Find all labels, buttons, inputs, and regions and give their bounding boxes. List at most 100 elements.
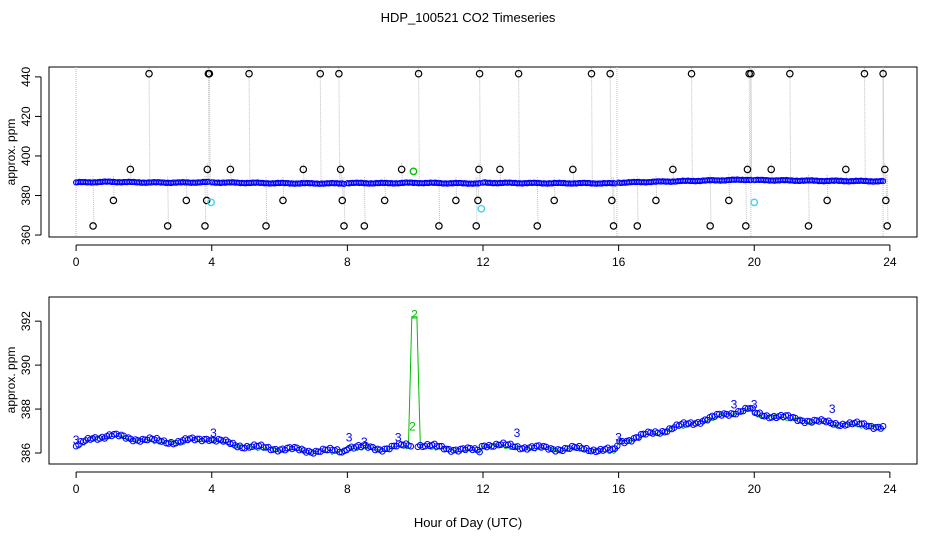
top-excursion-point (609, 222, 618, 230)
top-cyan-point (207, 198, 215, 207)
spike-connector (401, 163, 403, 184)
y-tick-label: 388 (19, 399, 33, 419)
x-tick-label: 12 (476, 482, 490, 496)
x-tick-label: 16 (612, 255, 626, 269)
top-excursion-point (205, 69, 214, 78)
bottom-plot-frame (48, 296, 918, 465)
bottom-baseline-point (632, 434, 640, 441)
bottom-baseline-point (713, 410, 721, 418)
x-tick-label: 20 (748, 255, 762, 269)
y-tick-label: 360 (19, 225, 33, 245)
bottom-point-label: 3 (73, 433, 80, 447)
bottom-baseline-point (443, 445, 450, 453)
spike-connector (208, 67, 211, 183)
top-excursion-point (514, 69, 523, 78)
y-tick-label: 440 (19, 67, 33, 87)
bottom-baseline-point (450, 446, 457, 454)
top-excursion-point (882, 196, 890, 205)
spike-connector (863, 67, 866, 182)
spike-connector (748, 67, 751, 180)
spike-connector (591, 67, 593, 184)
top-excursion-point (550, 196, 559, 205)
top-excursion-point (262, 222, 270, 230)
top-green-point (409, 167, 418, 176)
top-excursion-point (145, 69, 153, 78)
bottom-baseline-point (381, 445, 388, 453)
top-excursion-point (747, 69, 755, 78)
x-tick-label: 8 (344, 482, 351, 496)
bottom-baseline-point (407, 442, 415, 450)
bottom-baseline-point (433, 443, 441, 450)
top-excursion-point (472, 222, 481, 230)
x-axis-label: Hour of Day (UTC) (414, 515, 522, 530)
top-excursion-point (652, 196, 660, 205)
y-tick-label: 386 (19, 443, 33, 463)
top-excursion-point (475, 69, 484, 78)
x-tick-label: 0 (73, 482, 80, 496)
bottom-baseline-point (260, 444, 267, 451)
top-excursion-point (475, 165, 483, 174)
figure-title: HDP_100521 CO2 Timeseries (381, 10, 556, 25)
top-excursion-point (669, 165, 677, 174)
top-excursion-point (163, 222, 172, 230)
bottom-baseline-point (666, 425, 673, 432)
top-excursion-point (452, 196, 460, 205)
bottom-baseline-point (856, 420, 863, 428)
spike-connector (148, 67, 151, 183)
top-excursion-point (767, 165, 776, 174)
bottom-baseline-point (502, 441, 510, 448)
x-tick-label: 0 (73, 255, 80, 269)
top-excursion-point (397, 165, 406, 174)
top-baseline-point (879, 178, 887, 185)
bottom-baseline-point (609, 445, 616, 453)
bottom-baseline-point (478, 442, 486, 450)
y-tick-label: 420 (19, 106, 33, 126)
top-panel: 0 4 8 12 16 20 24 360 380 400 420 440 approx. ppm (4, 66, 918, 269)
x-tick-label: 16 (612, 482, 626, 496)
spike-connector (340, 163, 342, 184)
top-excursion-point (89, 222, 97, 230)
top-axes: 0 4 8 12 16 20 24 360 380 400 420 440 (19, 67, 897, 269)
bottom-point-label: 3 (829, 402, 836, 416)
spike-connector (248, 67, 251, 183)
spike-connector (319, 67, 322, 184)
bottom-point-label: 3 (514, 426, 521, 440)
spike-connector (418, 67, 420, 183)
spike-connector (750, 67, 753, 180)
bottom-marks: 3 3 3 3 3 3 33 3 322 (73, 308, 887, 457)
top-excursion-point (245, 69, 253, 78)
spike-connector (302, 163, 305, 184)
x-tick-label: 20 (748, 482, 762, 496)
top-excursion-point (203, 165, 212, 174)
spike-connector (479, 67, 481, 184)
bottom-baseline-point (863, 423, 870, 430)
x-tick-label: 12 (476, 255, 490, 269)
spike-connector (609, 67, 612, 184)
top-excursion-point (316, 69, 325, 78)
top-excursion-point (533, 222, 542, 230)
top-excursion-point (569, 165, 577, 174)
bottom-baseline-point (872, 424, 880, 431)
top-excursion-point (335, 69, 343, 78)
bottom-point-label: 3 (395, 431, 402, 445)
bottom-point-label: 3 (361, 435, 368, 449)
bottom-point-label: 3 (751, 398, 758, 412)
bottom-baseline-point (457, 445, 464, 453)
spike-connector (338, 67, 341, 184)
top-excursion-point (633, 222, 642, 230)
bottom-point-label: 2 (409, 420, 416, 434)
bottom-baseline-point (163, 439, 170, 447)
top-plot-frame (48, 66, 918, 238)
bottom-baseline-point (879, 422, 887, 430)
bottom-baseline-point (509, 443, 517, 450)
top-excursion-point (202, 196, 211, 205)
bottom-baseline-point (744, 405, 752, 412)
y-tick-label: 390 (19, 355, 33, 375)
top-excursion-point (360, 222, 369, 230)
top-excursion-point (496, 165, 504, 174)
top-ylabel: approx. ppm (4, 119, 18, 186)
y-tick-label: 400 (19, 146, 33, 166)
bottom-point-label: 3 (615, 431, 622, 445)
spike-connector (572, 163, 575, 184)
top-excursion-point (606, 69, 614, 78)
